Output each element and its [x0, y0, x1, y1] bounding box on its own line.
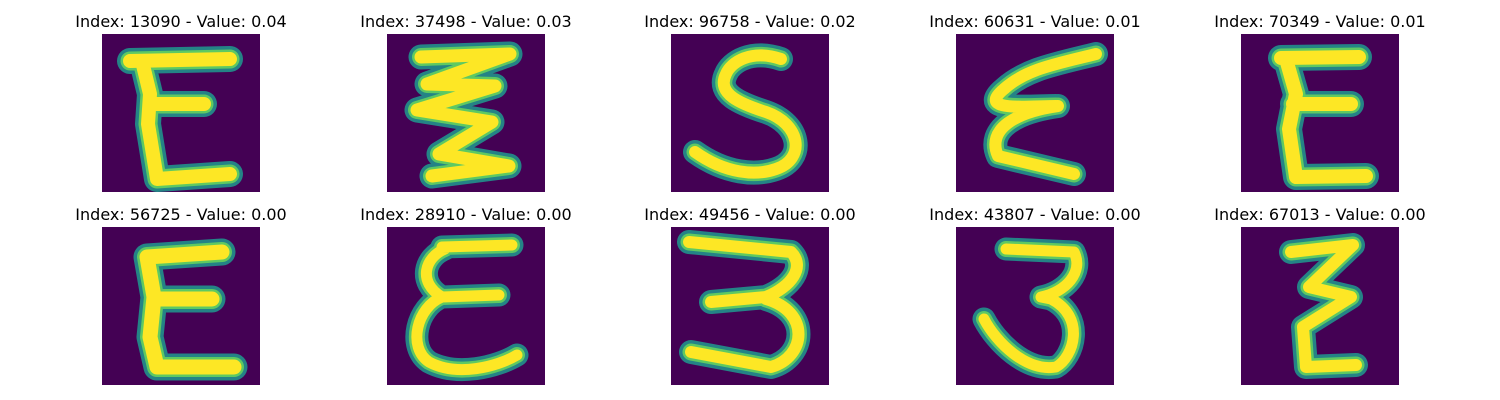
panel-title: Index: 43807 - Value: 0.00 [929, 205, 1141, 224]
glyph-drawing [683, 43, 808, 185]
digit-image [1241, 227, 1399, 385]
digit-image [671, 227, 829, 385]
panel-title: Index: 60631 - Value: 0.01 [929, 12, 1141, 31]
panel-title: Index: 56725 - Value: 0.00 [75, 205, 287, 224]
digit-image [956, 34, 1114, 192]
digit-image [387, 227, 545, 385]
glyph-drawing [972, 237, 1089, 379]
panel-title: Index: 49456 - Value: 0.00 [644, 205, 856, 224]
glyph-drawing [133, 238, 248, 381]
glyph-stroke [689, 49, 802, 179]
glyph-drawing [1279, 233, 1368, 379]
glyph-stroke [1285, 239, 1362, 373]
glyph-drawing [404, 41, 523, 189]
glyph-stroke [123, 52, 237, 186]
glyph-stroke [410, 47, 517, 183]
digit-image [102, 227, 260, 385]
digit-image [956, 227, 1114, 385]
digit-image [1241, 34, 1399, 192]
glyph-drawing [677, 230, 811, 379]
glyph-stroke [683, 236, 805, 373]
digit-image [102, 34, 260, 192]
glyph-stroke [989, 48, 1102, 180]
glyph-drawing [117, 46, 243, 192]
panel-title: Index: 96758 - Value: 0.02 [644, 12, 856, 31]
glyph-stroke [978, 243, 1083, 373]
panel-title: Index: 37498 - Value: 0.03 [360, 12, 572, 31]
digit-image [387, 34, 545, 192]
glyph-drawing [1268, 44, 1379, 190]
panel-title: Index: 28910 - Value: 0.00 [360, 205, 572, 224]
panel-title: Index: 13090 - Value: 0.04 [75, 12, 287, 31]
glyph-drawing [405, 233, 529, 381]
glyph-stroke [411, 239, 523, 375]
glyph-stroke [139, 244, 242, 375]
glyph-stroke [1274, 50, 1373, 184]
panel-title: Index: 70349 - Value: 0.01 [1214, 12, 1426, 31]
glyph-drawing [983, 42, 1108, 186]
digit-image [671, 34, 829, 192]
panel-title: Index: 67013 - Value: 0.00 [1214, 205, 1426, 224]
